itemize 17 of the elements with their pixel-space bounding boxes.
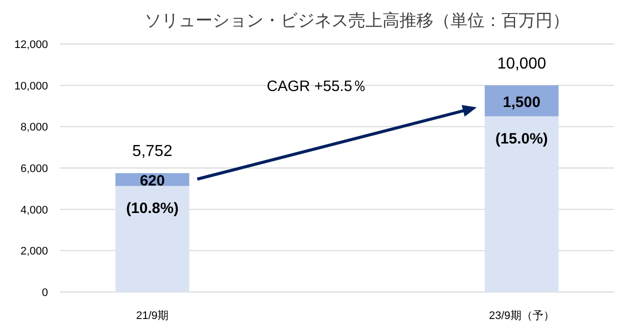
annotation: (10.8%) — [126, 200, 179, 217]
y-tick-label: 10,000 — [14, 80, 48, 92]
y-tick-label: 6,000 — [20, 163, 48, 175]
y-tick-label: 12,000 — [14, 39, 48, 51]
x-tick-label: 21/9期 — [136, 310, 169, 322]
data-label: 1,500 — [502, 94, 540, 111]
y-tick-label: 2,000 — [20, 246, 48, 258]
total-label: 10,000 — [497, 55, 546, 72]
total-label: 5,752 — [132, 143, 172, 160]
y-tick-label: 4,000 — [20, 204, 48, 216]
chart-title: ソリューション・ビジネス売上高推移（単位：百万円） — [144, 11, 570, 30]
y-tick-label: 0 — [42, 287, 48, 299]
x-tick-label: 23/9期（予） — [488, 310, 554, 322]
data-label: 620 — [140, 172, 165, 190]
annotation: CAGR +55.5％ — [266, 78, 368, 96]
annotation: (15.0%) — [495, 130, 548, 148]
y-tick-label: 8,000 — [20, 122, 48, 134]
